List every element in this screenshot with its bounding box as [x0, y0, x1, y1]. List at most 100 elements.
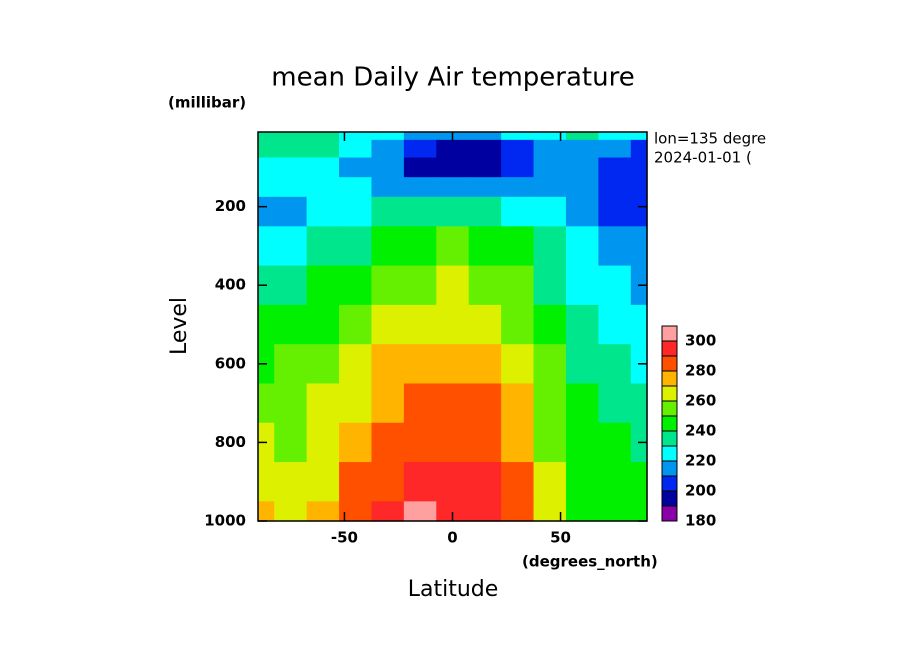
cell	[630, 196, 648, 227]
chart-title: mean Daily Air temperature	[271, 63, 634, 93]
cell	[598, 177, 632, 198]
cell	[598, 265, 632, 306]
cell	[468, 501, 502, 522]
colorbar-box	[661, 340, 678, 357]
cell	[436, 177, 470, 198]
cell	[598, 344, 632, 385]
cell	[598, 304, 632, 345]
cell	[533, 226, 567, 267]
cell	[339, 177, 373, 198]
cell	[436, 422, 470, 463]
cell	[258, 157, 275, 178]
cell	[565, 157, 599, 178]
colorbar-box	[661, 370, 678, 387]
cell	[598, 157, 632, 178]
cell	[339, 265, 373, 306]
x-units: (degrees_north)	[522, 553, 658, 571]
cell	[371, 501, 405, 522]
cell	[565, 139, 599, 159]
cell	[533, 501, 567, 522]
cell	[501, 139, 535, 159]
cell	[598, 422, 632, 463]
cell	[533, 462, 567, 502]
cell	[598, 226, 632, 267]
cell	[274, 226, 308, 267]
cell	[339, 383, 373, 424]
cell	[468, 196, 502, 227]
cell	[306, 132, 340, 141]
x-tick-label: 50	[550, 529, 571, 547]
cell	[598, 196, 632, 227]
cell	[258, 132, 275, 141]
x-tick-label: 0	[447, 529, 457, 547]
cell	[371, 304, 405, 345]
colorbar-box	[661, 505, 678, 522]
cell	[501, 462, 535, 502]
cell	[403, 139, 437, 159]
colorbar-label: 280	[685, 362, 716, 380]
cell	[274, 344, 308, 385]
cell	[630, 226, 648, 267]
y-units: (millibar)	[168, 94, 246, 112]
cell	[630, 132, 648, 141]
y-tick-label: 800	[215, 433, 246, 451]
y-tick-label: 400	[215, 276, 246, 294]
colorbar-box	[661, 325, 678, 342]
cell	[306, 422, 340, 463]
cell	[468, 304, 502, 345]
cell	[371, 157, 405, 178]
cell	[468, 177, 502, 198]
colorbar-label: 260	[685, 392, 716, 410]
cell	[630, 304, 648, 345]
cell	[258, 383, 275, 424]
annotation: lon=135 degre	[654, 130, 766, 148]
colorbar-box	[661, 475, 678, 492]
cell	[306, 501, 340, 522]
cell	[565, 265, 599, 306]
cell	[258, 226, 275, 267]
annotation: 2024-01-01 (	[654, 149, 752, 167]
cell	[565, 132, 599, 141]
cell	[339, 157, 373, 178]
cell	[436, 304, 470, 345]
cell	[501, 383, 535, 424]
cell	[501, 265, 535, 306]
cell	[565, 226, 599, 267]
cell	[468, 226, 502, 267]
cell	[371, 422, 405, 463]
cell	[339, 226, 373, 267]
cell	[630, 383, 648, 424]
cell	[258, 139, 275, 159]
colorbar-label: 180	[685, 512, 716, 530]
cell	[565, 304, 599, 345]
cell	[468, 344, 502, 385]
cell	[565, 196, 599, 227]
cell	[533, 139, 567, 159]
cell	[371, 139, 405, 159]
cell	[258, 196, 275, 227]
cell	[598, 139, 632, 159]
cell	[533, 177, 567, 198]
y-tick-label: 200	[215, 197, 246, 215]
cell	[306, 462, 340, 502]
cell	[501, 422, 535, 463]
cell	[501, 501, 535, 522]
cell	[533, 196, 567, 227]
cell	[306, 304, 340, 345]
cell	[436, 501, 470, 522]
cell	[258, 177, 275, 198]
cell	[403, 462, 437, 502]
cell	[274, 422, 308, 463]
cell	[339, 132, 373, 141]
colorbar-label: 200	[685, 482, 716, 500]
cell	[501, 177, 535, 198]
cell	[403, 177, 437, 198]
cell	[630, 139, 648, 159]
cell	[436, 157, 470, 178]
cell	[371, 226, 405, 267]
cell	[339, 501, 373, 522]
cell	[403, 304, 437, 345]
cell	[306, 265, 340, 306]
cell	[306, 157, 340, 178]
